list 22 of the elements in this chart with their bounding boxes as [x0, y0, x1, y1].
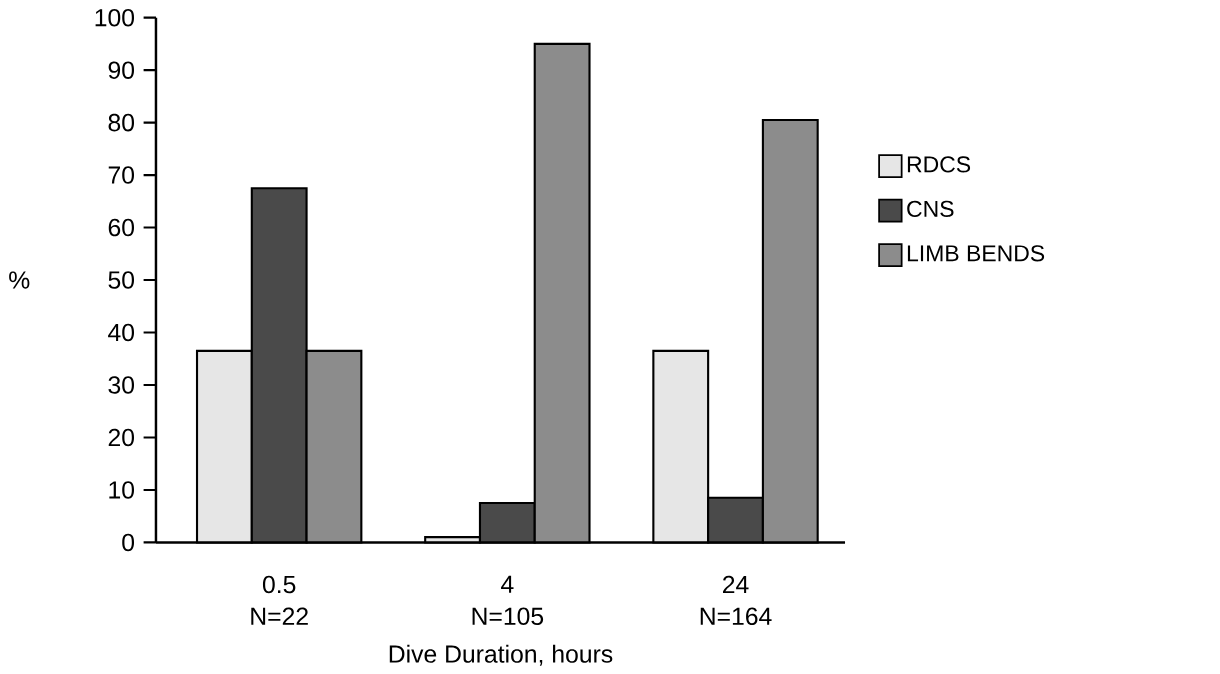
y-tick-label: 80	[108, 113, 135, 132]
x-tick-label: 4	[501, 575, 514, 593]
text: N=164	[700, 607, 772, 626]
y-tick-label: 0	[122, 533, 135, 552]
y-tick-label: 40	[108, 323, 135, 342]
text: N=105	[472, 607, 544, 626]
legend-label: RDCS	[907, 156, 971, 173]
y-tick-label: 30	[108, 376, 135, 394]
y-tick-label: 20	[108, 428, 135, 447]
x-tick-label: 24	[723, 575, 749, 594]
y-tick-label: 100	[95, 8, 135, 27]
x-axis-title: Dive Duration, hours	[389, 644, 613, 666]
y-tick-label: 70	[108, 166, 135, 184]
y-tick-label: 90	[108, 61, 135, 79]
y-axis-title: %	[9, 271, 30, 289]
text: N=22	[251, 607, 308, 625]
y-tick-label: 10	[109, 481, 135, 499]
y-tick-label: 50	[108, 271, 135, 289]
legend-label: CNS	[907, 200, 954, 217]
x-tick-label: 0.5	[262, 575, 296, 594]
y-tick-label: 60	[108, 218, 135, 237]
legend-label: LIMB BENDS	[907, 245, 1045, 262]
